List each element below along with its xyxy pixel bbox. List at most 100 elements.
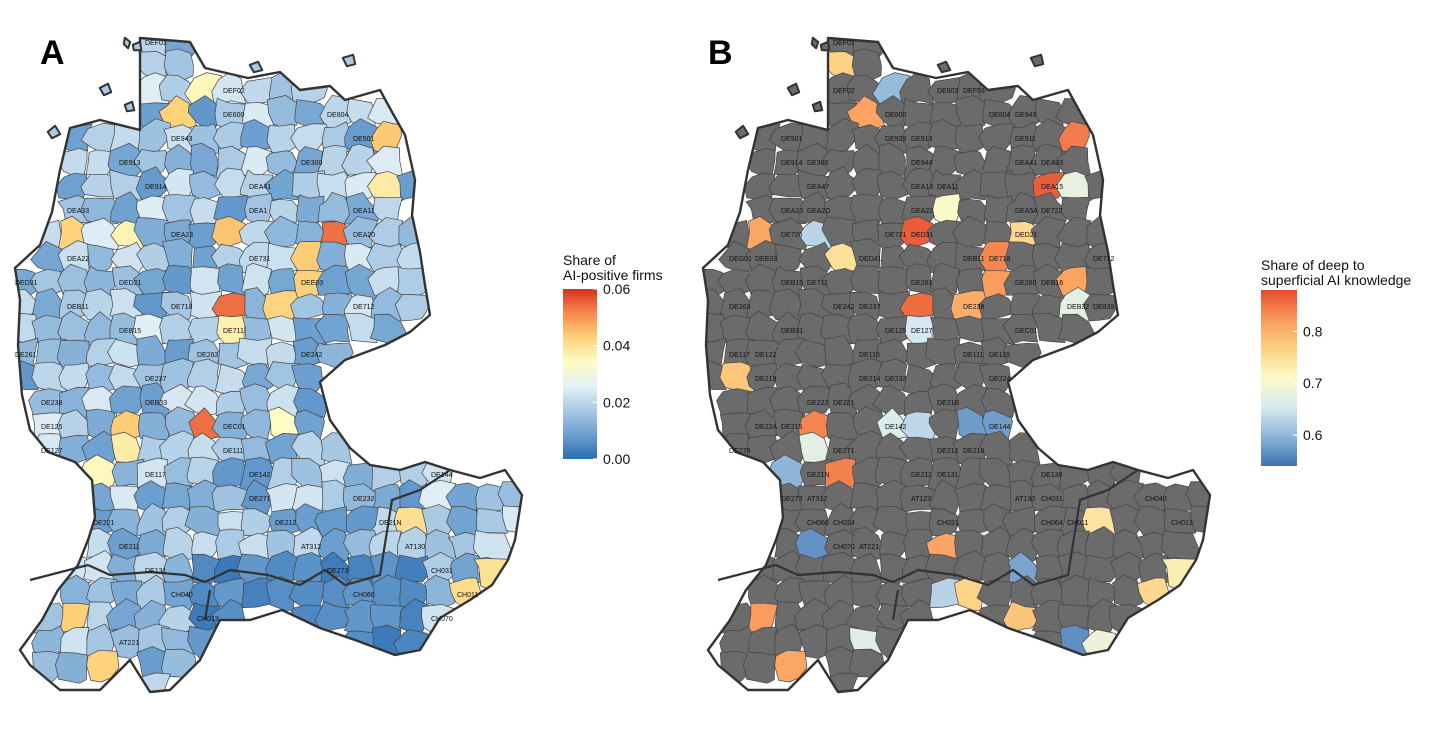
map-b-region-cell bbox=[981, 388, 1017, 418]
map-a-island bbox=[248, 60, 264, 73]
map-b-region-label: DEA5A bbox=[1015, 208, 1038, 215]
map-a-region-cell bbox=[160, 291, 194, 324]
map-a: DEF01 DEF02 DE600 DE804 DE943 DE501 DE913 DE300… bbox=[13, 36, 524, 694]
map-b-region-label: DEB32 bbox=[1067, 304, 1089, 311]
map-a-region-cell bbox=[133, 148, 171, 176]
map-a-region-cell bbox=[161, 482, 193, 511]
map-a-region-cell bbox=[163, 48, 194, 81]
map-a-region-label: DE804 bbox=[327, 112, 349, 119]
map-a-region-label: DEA11 bbox=[353, 208, 375, 215]
map-a-region-label: CH066 bbox=[353, 592, 375, 599]
map-a-region-label: DEA22 bbox=[67, 256, 89, 263]
map-b-region-label: DE273 bbox=[781, 496, 803, 503]
map-a-region-cell bbox=[15, 337, 39, 370]
map-b-region-label: DEA33 bbox=[1041, 160, 1063, 167]
map-a-region-cell bbox=[424, 574, 457, 609]
map-b-region-cell bbox=[850, 578, 884, 610]
map-b-region-label: DE261 bbox=[911, 280, 933, 287]
map-b-region-label: DE122 bbox=[755, 352, 777, 359]
map-a-region-label: DE300 bbox=[301, 160, 323, 167]
map-b-region-label: DE115 bbox=[859, 352, 880, 359]
map-b-region-label: DE839 bbox=[1093, 304, 1115, 311]
map-a-region-label: DE263 bbox=[197, 352, 219, 359]
map-b-region-cell bbox=[1109, 551, 1144, 587]
map-b-region-cell bbox=[899, 215, 939, 249]
map-b-region-label: DE125 bbox=[885, 328, 907, 335]
map-a-region-cell bbox=[240, 479, 273, 515]
map-b-region-label: DEB31 bbox=[781, 328, 803, 335]
map-b-region-label: DEF03 bbox=[963, 88, 985, 95]
map-b-island bbox=[1029, 53, 1044, 67]
map-b-region-cell bbox=[742, 652, 777, 684]
map-b-region-label: DE279 bbox=[729, 448, 751, 455]
map-b-region-label: DEE03 bbox=[755, 256, 777, 263]
map-b-region-cell bbox=[821, 148, 859, 176]
map-a-region-label: DE212 bbox=[275, 520, 297, 527]
map-b-region-label: AT123 bbox=[911, 496, 931, 503]
legend-a-tick-label: 0.04 bbox=[603, 338, 630, 354]
map-b-region-cell bbox=[952, 215, 992, 248]
map-a-region-cell bbox=[266, 123, 296, 155]
map-a-national-borders bbox=[29, 469, 451, 621]
map-a-region-cell bbox=[240, 508, 274, 536]
map-a-region-label: DE144 bbox=[431, 472, 453, 479]
map-b-island bbox=[936, 60, 952, 73]
map-b-region-label: DE219 bbox=[755, 376, 777, 383]
map-b-region-labels: DEF01 DEF02 DE803 DEF03 DE600 DE804 DE943 DE501… bbox=[729, 40, 1193, 551]
map-a-region-label: DE111 bbox=[223, 448, 243, 455]
map-b-region-cell bbox=[899, 436, 938, 464]
map-a-region-label: CH040 bbox=[171, 592, 193, 599]
map-b-region-cell bbox=[928, 479, 961, 515]
map-b-region-cell bbox=[823, 166, 862, 201]
map-b-region-cell bbox=[848, 291, 882, 324]
map-b-region-cell bbox=[951, 169, 990, 201]
map-b-regions bbox=[703, 38, 1210, 692]
map-b-region-label: DE232 bbox=[885, 376, 907, 383]
map-a-region-label: DE131 bbox=[145, 568, 167, 575]
map-b-region-label: DEF02 bbox=[833, 88, 855, 95]
map-b-region-label: DE214 bbox=[859, 376, 881, 383]
map-b-region-label: DE218 bbox=[963, 448, 985, 455]
map-b-region-label: DE21N bbox=[807, 472, 830, 479]
map-b-region-label: DE300 bbox=[807, 160, 829, 167]
map-a-island bbox=[46, 124, 62, 140]
map-a-region-cell bbox=[394, 294, 434, 322]
map-b-region-label: DEB16 bbox=[1041, 280, 1063, 287]
map-a-region-label: DE271 bbox=[249, 496, 271, 503]
map-b-region-cell bbox=[851, 48, 882, 81]
map-b-region-label: CH021 bbox=[937, 520, 959, 527]
map-a-region-label: DEA23 bbox=[171, 232, 193, 239]
legend-b-colorbar bbox=[1261, 290, 1297, 466]
map-b-region-cell bbox=[979, 363, 1012, 394]
map-b-region-label: DE911 bbox=[1015, 136, 1036, 143]
map-b-region-cell bbox=[924, 337, 961, 366]
map-b-region-label: DE117 bbox=[729, 352, 750, 359]
map-b-region-label: DEB11 bbox=[963, 256, 985, 263]
map-a-region-label: DEA1 bbox=[249, 208, 267, 215]
map-b-region-cell bbox=[1002, 601, 1044, 633]
map-b-region-cell bbox=[849, 482, 881, 511]
map-b-region-label: DE943 bbox=[1015, 112, 1037, 119]
map-a-region-label: DE913 bbox=[119, 160, 141, 167]
map-b-region-label: DEA22 bbox=[911, 208, 933, 215]
legend-b-tick-label: 0.6 bbox=[1303, 427, 1323, 443]
map-a-region-cell bbox=[211, 436, 250, 464]
legend-a-tick-label: 0.06 bbox=[603, 281, 630, 297]
map-a-region-label: DE232 bbox=[353, 496, 375, 503]
map-b-island bbox=[820, 40, 830, 51]
map-a-region-label: DE142 bbox=[249, 472, 271, 479]
map-b-region-label: DEC01 bbox=[1015, 328, 1038, 335]
map-b-region-label: DEA23 bbox=[781, 208, 803, 215]
map-a-region-cell bbox=[269, 198, 299, 223]
map-b-region-label: CH013 bbox=[1171, 520, 1193, 527]
map-a-region-labels: DEF01 DEF02 DE600 DE804 DE943 DE501 DE913 DE300… bbox=[15, 40, 478, 647]
map-a-region-cell bbox=[264, 215, 304, 248]
legend-a-tick-label: 0.00 bbox=[603, 451, 630, 467]
map-a-region-label: DE731 bbox=[249, 256, 271, 263]
map-b-region-cell bbox=[1054, 170, 1093, 205]
map-b-region-cell bbox=[744, 409, 784, 441]
map-b-region-label: CH064 bbox=[1041, 520, 1063, 527]
map-a-region-label: DED31 bbox=[15, 280, 38, 287]
map-b-region-cell bbox=[1082, 294, 1122, 322]
map-b-region-cell bbox=[747, 602, 778, 634]
